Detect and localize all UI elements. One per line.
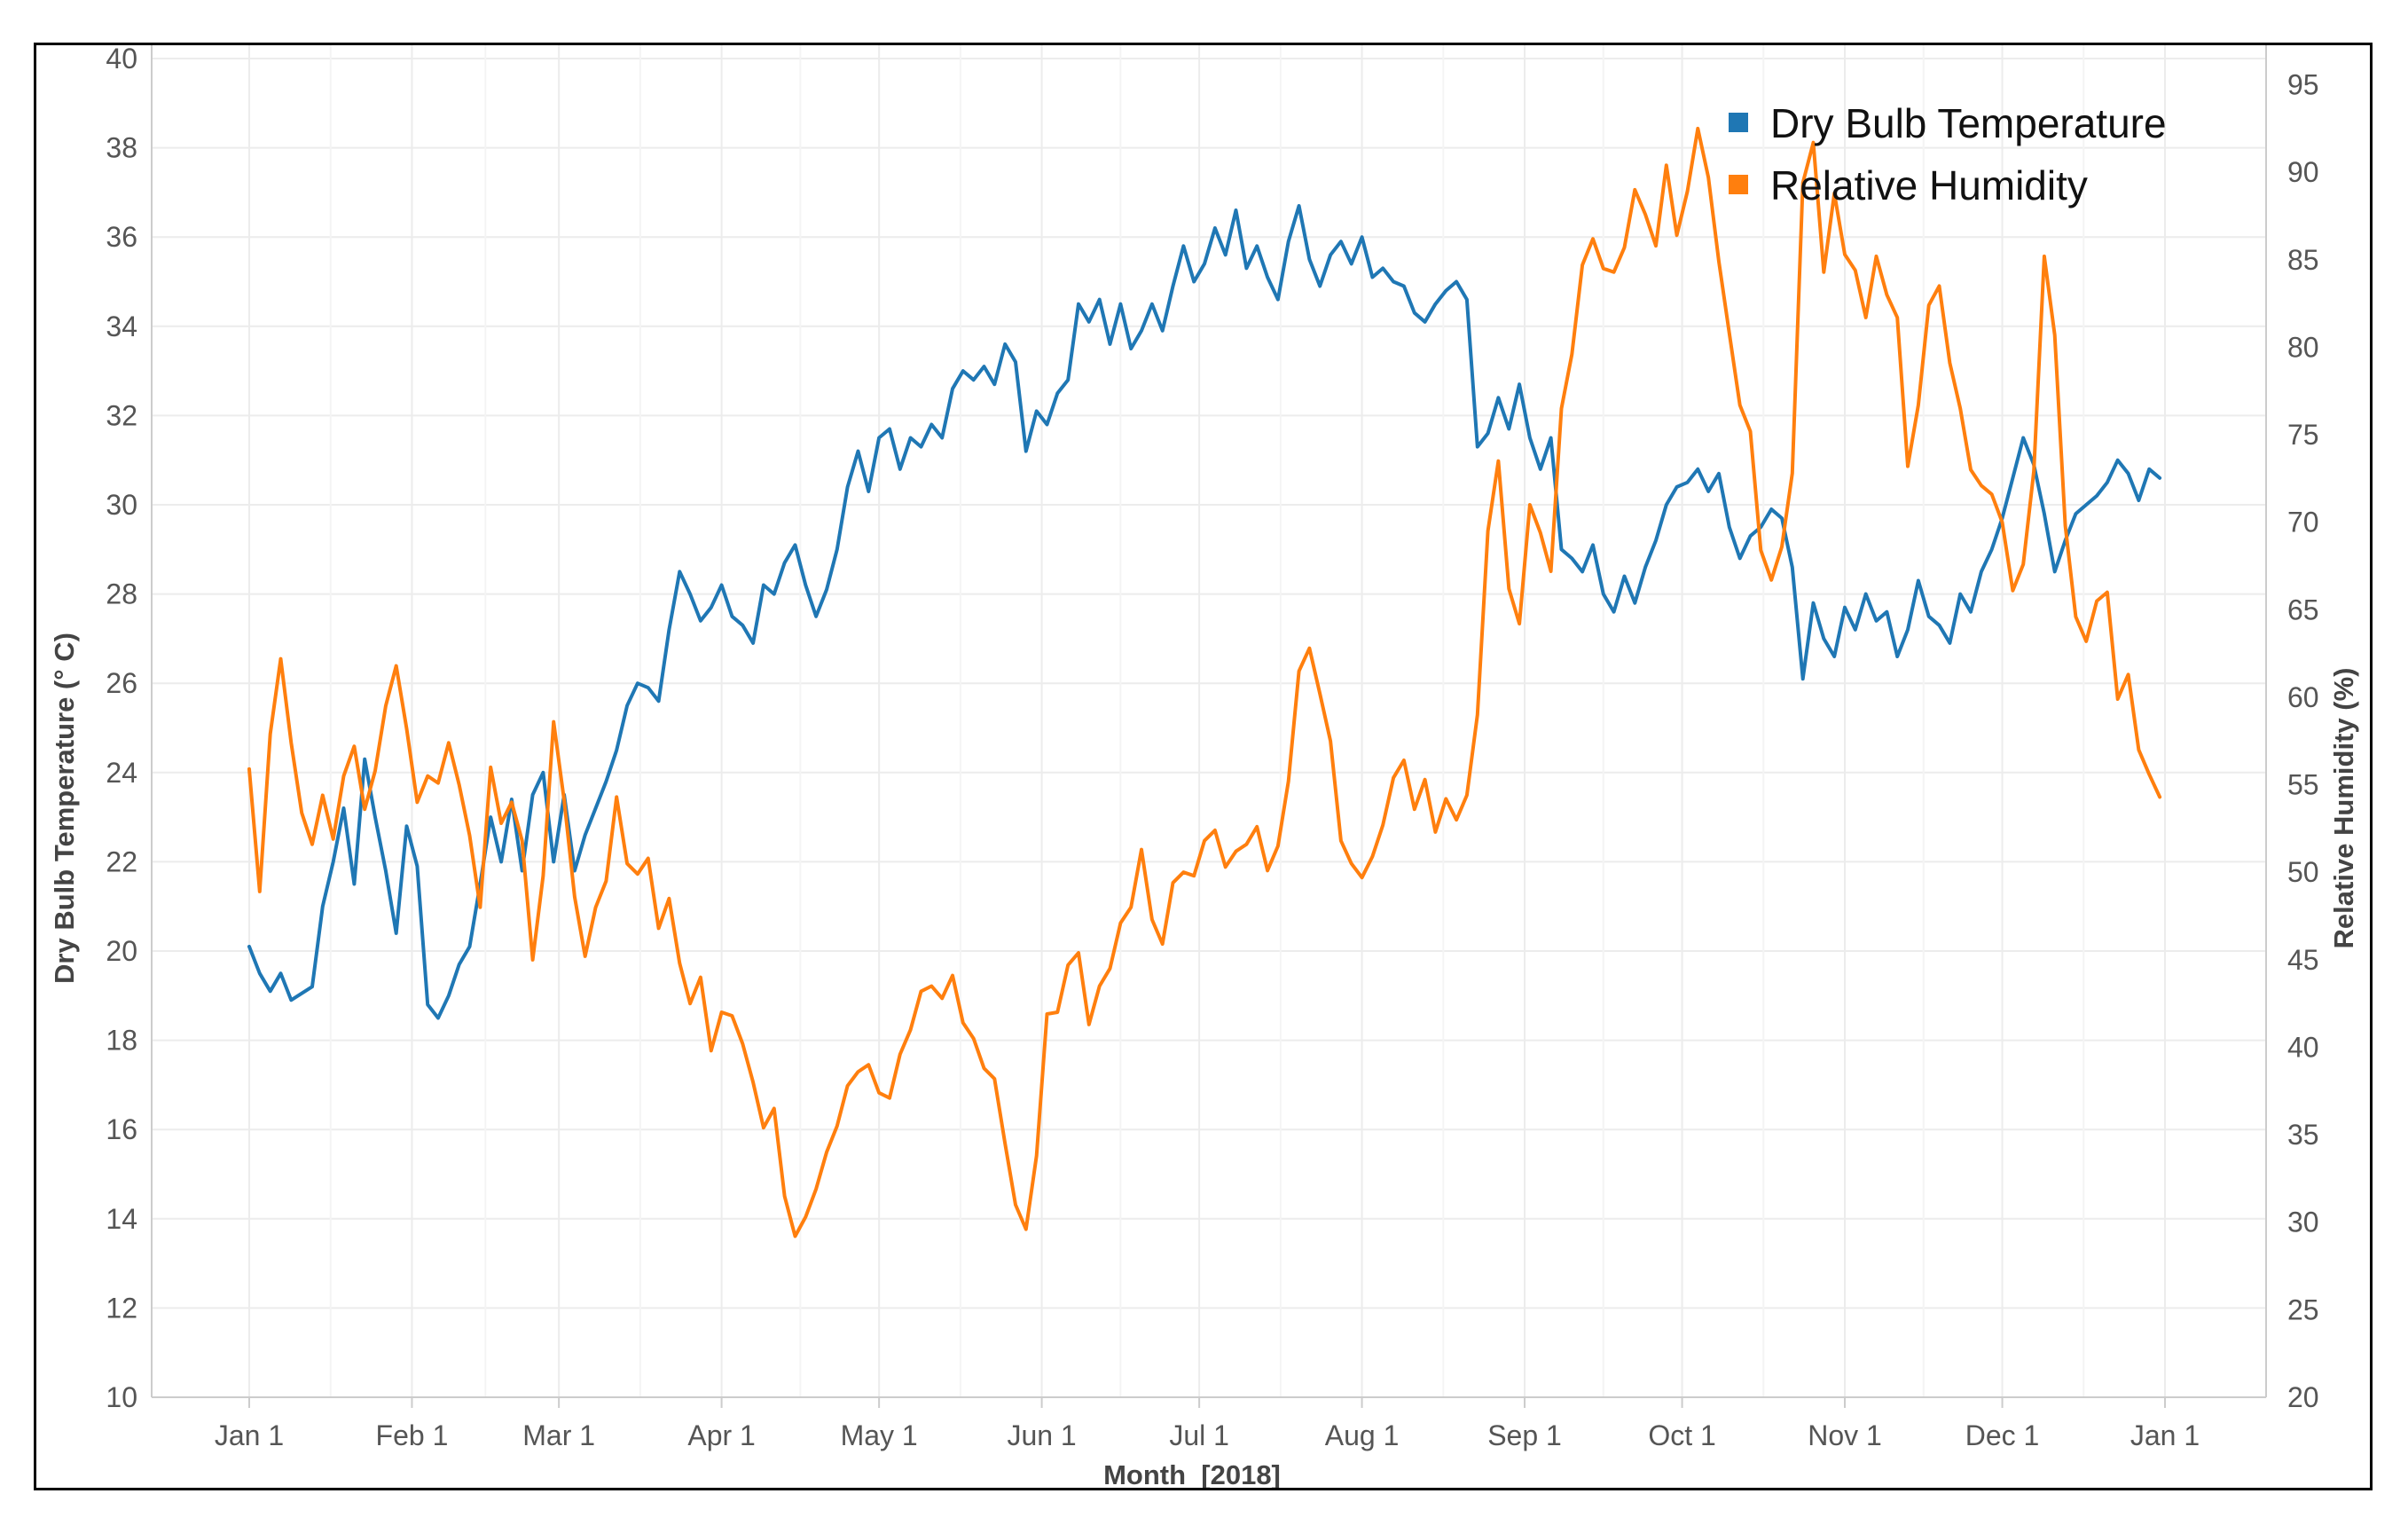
- y-right-tick-label: 95: [2287, 69, 2319, 101]
- y-right-tick-label: 90: [2287, 156, 2319, 188]
- x-tick-label: Jan 1: [2130, 1419, 2200, 1451]
- y-right-tick-label: 75: [2287, 419, 2319, 451]
- y-left-tick-label: 32: [106, 399, 137, 431]
- y-right-tick-label: 20: [2287, 1381, 2319, 1413]
- y-left-tick-label: 18: [106, 1025, 137, 1057]
- y-right-tick-label: 25: [2287, 1293, 2319, 1325]
- x-tick-label: Oct 1: [1648, 1419, 1715, 1451]
- y-left-tick-label: 14: [106, 1203, 137, 1235]
- y-left-tick-label: 40: [106, 45, 137, 75]
- y-left-tick-label: 34: [106, 311, 137, 342]
- y-right-tick-label: 30: [2287, 1207, 2319, 1238]
- y-right-tick-label: 85: [2287, 244, 2319, 276]
- y-left-axis-title: Dry Bulb Temperature (° C): [49, 633, 80, 984]
- legend-swatch-temperature: [1729, 113, 1748, 132]
- y-left-tick-label: 12: [106, 1292, 137, 1324]
- y-left-ticks: 10 12 14 16 18 20 22 24 26 28 30 32 34 36 38 40: [106, 45, 137, 1413]
- y-right-axis-title: Relative Humidity (%): [2328, 668, 2359, 949]
- x-axis-title: Month [2018]: [1103, 1459, 1281, 1488]
- y-left-tick-label: 10: [106, 1381, 137, 1413]
- y-right-tick-label: 50: [2287, 856, 2319, 888]
- y-right-tick-label: 45: [2287, 944, 2319, 976]
- legend-label-humidity: Relative Humidity: [1770, 162, 2088, 208]
- y-left-tick-label: 16: [106, 1113, 137, 1145]
- y-right-tick-label: 80: [2287, 331, 2319, 363]
- y-left-tick-label: 30: [106, 489, 137, 521]
- y-left-tick-label: 26: [106, 667, 137, 699]
- y-right-tick-label: 65: [2287, 594, 2319, 625]
- y-right-ticks: 20 25 30 35 40 45 50 55 60 65 70 75 80 85 90 95: [2287, 69, 2319, 1413]
- x-tick-label: Apr 1: [687, 1419, 755, 1451]
- chart: 10 12 14 16 18 20 22 24 26 28 30 32 34 36 38 40 20 25 30 3…: [49, 45, 2359, 1488]
- x-tick-label: May 1: [841, 1419, 918, 1451]
- y-right-tick-label: 60: [2287, 681, 2319, 713]
- legend-swatch-humidity: [1729, 175, 1748, 194]
- y-right-tick-label: 40: [2287, 1031, 2319, 1063]
- y-left-tick-label: 20: [106, 935, 137, 967]
- y-left-tick-label: 36: [106, 221, 137, 253]
- x-tick-label: Aug 1: [1325, 1419, 1400, 1451]
- y-left-tick-label: 28: [106, 578, 137, 610]
- x-ticks: Jan 1 Feb 1 Mar 1 Apr 1 May 1 Jun 1 Jul 1 Aug 1…: [215, 1397, 2200, 1451]
- x-tick-label: Feb 1: [376, 1419, 449, 1451]
- x-tick-label: Nov 1: [1808, 1419, 1882, 1451]
- series: [247, 126, 2162, 1238]
- legend: Dry Bulb Temperature Relative Humidity: [1729, 100, 2167, 208]
- y-left-tick-label: 38: [106, 132, 137, 164]
- x-tick-label: Dec 1: [1965, 1419, 2040, 1451]
- y-right-tick-label: 55: [2287, 769, 2319, 801]
- y-right-tick-label: 70: [2287, 507, 2319, 539]
- y-right-tick-label: 35: [2287, 1119, 2319, 1151]
- x-tick-label: Jan 1: [215, 1419, 284, 1451]
- y-left-tick-label: 22: [106, 845, 137, 877]
- humidity-series-line: [247, 126, 2162, 1238]
- x-tick-label: Mar 1: [522, 1419, 595, 1451]
- temperature-series-line: [247, 204, 2162, 1020]
- legend-label-temperature: Dry Bulb Temperature: [1770, 100, 2167, 146]
- axes: [151, 45, 2267, 1398]
- chart-frame: 10 12 14 16 18 20 22 24 26 28 30 32 34 36 38 40 20 25 30 3…: [34, 43, 2373, 1490]
- y-left-tick-label: 24: [106, 757, 137, 789]
- x-tick-label: Jun 1: [1007, 1419, 1076, 1451]
- x-tick-label: Sep 1: [1487, 1419, 1562, 1451]
- grid: [152, 45, 2266, 1398]
- x-tick-label: Jul 1: [1169, 1419, 1229, 1451]
